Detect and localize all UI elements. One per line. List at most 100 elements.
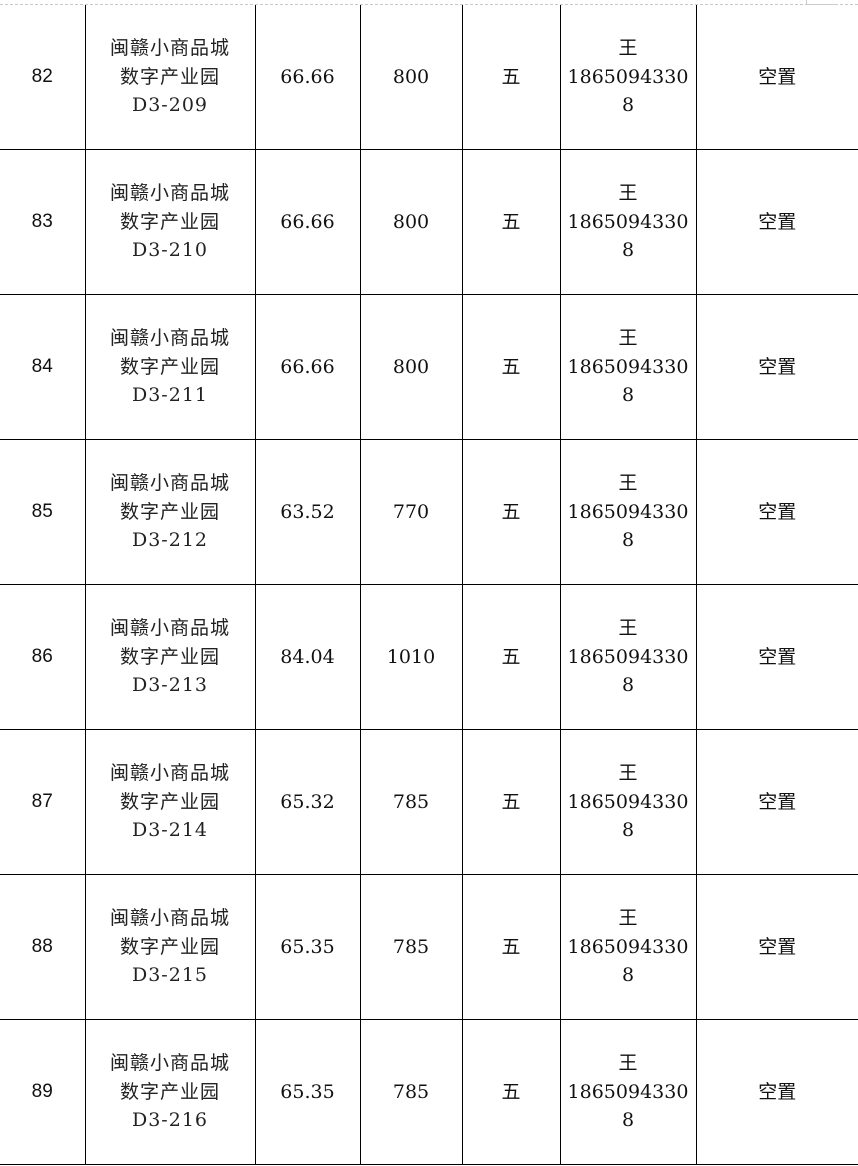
status-cell: 空置 <box>696 149 858 295</box>
table-row: 86 闽赣小商品城 数字产业园 D3-213 84.04 1010 五 王 1865094330… <box>0 584 858 730</box>
area-cell: 65.35 <box>255 1019 361 1165</box>
table-row: 83 闽赣小商品城 数字产业园 D3-210 66.66 800 五 王 1865094330 8… <box>0 149 858 295</box>
property-name: 闽赣小商品城 数字产业园 D3-209 <box>85 5 256 150</box>
property-name-line: 闽赣小商品城 <box>109 617 230 640</box>
row-number: 88 <box>0 874 86 1020</box>
area-cell: 65.35 <box>255 874 361 1020</box>
property-name-line: 闽赣小商品城 <box>109 762 230 785</box>
contact-cell: 王 1865094330 8 <box>560 584 697 730</box>
table-row: 88 闽赣小商品城 数字产业园 D3-215 65.35 785 五 王 1865094330 8… <box>0 874 858 1020</box>
property-name-line: 数字产业园 <box>119 500 220 523</box>
property-name-line: D3-216 <box>131 1109 208 1132</box>
floor-cell: 五 <box>462 149 561 295</box>
floor-cell: 五 <box>462 1019 561 1165</box>
property-name-line: 闽赣小商品城 <box>109 327 230 350</box>
area-cell: 63.52 <box>255 439 361 585</box>
contact-cell-line: 王 <box>618 617 638 640</box>
table-row: 84 闽赣小商品城 数字产业园 D3-211 66.66 800 五 王 1865094330 8… <box>0 294 858 440</box>
contact-cell: 王 1865094330 8 <box>560 294 697 440</box>
row-number: 86 <box>0 584 86 730</box>
property-name: 闽赣小商品城 数字产业园 D3-213 <box>85 584 256 730</box>
property-name-line: 闽赣小商品城 <box>109 182 230 205</box>
contact-cell-line: 1865094330 <box>567 645 689 668</box>
table-row: 82 闽赣小商品城 数字产业园 D3-209 66.66 800 五 王 1865094330 8… <box>0 5 858 150</box>
contact-cell-line: 1865094330 <box>567 210 689 233</box>
area-cell: 66.66 <box>255 5 361 150</box>
price-cell: 785 <box>360 1019 463 1165</box>
contact-cell-line: 1865094330 <box>567 355 689 378</box>
row-number: 85 <box>0 439 86 585</box>
area-cell: 66.66 <box>255 149 361 295</box>
contact-cell-line: 8 <box>621 529 635 552</box>
row-number: 84 <box>0 294 86 440</box>
page-corner-mark <box>806 0 837 5</box>
price-cell: 770 <box>360 439 463 585</box>
property-name-line: D3-215 <box>131 964 208 987</box>
contact-cell: 王 1865094330 8 <box>560 5 697 150</box>
contact-cell-line: 王 <box>618 907 638 930</box>
price-cell: 785 <box>360 729 463 875</box>
contact-cell-line: 王 <box>618 37 638 60</box>
contact-cell-line: 8 <box>621 239 635 262</box>
contact-cell-line: 1865094330 <box>567 65 689 88</box>
floor-cell: 五 <box>462 729 561 875</box>
property-name-line: 数字产业园 <box>119 790 220 813</box>
floor-cell: 五 <box>462 5 561 150</box>
property-name: 闽赣小商品城 数字产业园 D3-214 <box>85 729 256 875</box>
table-row: 87 闽赣小商品城 数字产业园 D3-214 65.32 785 五 王 1865094330 8… <box>0 729 858 875</box>
contact-cell-line: 1865094330 <box>567 790 689 813</box>
property-name-line: 数字产业园 <box>119 355 220 378</box>
status-cell: 空置 <box>696 439 858 585</box>
property-name-line: D3-212 <box>131 529 208 552</box>
status-cell: 空置 <box>696 294 858 440</box>
contact-cell-line: 8 <box>621 384 635 407</box>
row-number: 87 <box>0 729 86 875</box>
property-name: 闽赣小商品城 数字产业园 D3-211 <box>85 294 256 440</box>
row-number: 89 <box>0 1019 86 1165</box>
contact-cell-line: 王 <box>618 1052 638 1075</box>
contact-cell-line: 1865094330 <box>567 1080 689 1103</box>
area-cell: 66.66 <box>255 294 361 440</box>
page-break-line <box>0 4 858 5</box>
status-cell: 空置 <box>696 874 858 1020</box>
row-number: 82 <box>0 5 86 150</box>
floor-cell: 五 <box>462 294 561 440</box>
property-name-line: D3-210 <box>131 239 208 262</box>
property-name-line: 闽赣小商品城 <box>109 472 230 495</box>
property-name: 闽赣小商品城 数字产业园 D3-215 <box>85 874 256 1020</box>
property-name-line: 闽赣小商品城 <box>109 907 230 930</box>
property-name-line: 数字产业园 <box>119 1080 220 1103</box>
property-name-line: D3-211 <box>131 384 208 407</box>
floor-cell: 五 <box>462 584 561 730</box>
property-name-line: D3-213 <box>131 674 208 697</box>
row-number: 83 <box>0 149 86 295</box>
property-name: 闽赣小商品城 数字产业园 D3-210 <box>85 149 256 295</box>
floor-cell: 五 <box>462 874 561 1020</box>
price-cell: 800 <box>360 149 463 295</box>
contact-cell: 王 1865094330 8 <box>560 874 697 1020</box>
status-cell: 空置 <box>696 1019 858 1165</box>
price-cell: 800 <box>360 294 463 440</box>
status-cell: 空置 <box>696 584 858 730</box>
contact-cell: 王 1865094330 8 <box>560 149 697 295</box>
status-cell: 空置 <box>696 729 858 875</box>
contact-cell-line: 1865094330 <box>567 935 689 958</box>
property-name-line: 数字产业园 <box>119 935 220 958</box>
contact-cell: 王 1865094330 8 <box>560 439 697 585</box>
contact-cell-line: 王 <box>618 182 638 205</box>
area-cell: 84.04 <box>255 584 361 730</box>
status-cell: 空置 <box>696 5 858 150</box>
price-cell: 785 <box>360 874 463 1020</box>
property-name-line: D3-214 <box>131 819 208 842</box>
price-cell: 1010 <box>360 584 463 730</box>
property-name-line: 数字产业园 <box>119 645 220 668</box>
contact-cell-line: 王 <box>618 327 638 350</box>
property-name-line: D3-209 <box>131 94 208 117</box>
contact-cell: 王 1865094330 8 <box>560 1019 697 1165</box>
property-name-line: 闽赣小商品城 <box>109 1052 230 1075</box>
floor-cell: 五 <box>462 439 561 585</box>
property-name-line: 数字产业园 <box>119 65 220 88</box>
contact-cell-line: 8 <box>621 819 635 842</box>
contact-cell-line: 1865094330 <box>567 500 689 523</box>
contact-cell: 王 1865094330 8 <box>560 729 697 875</box>
